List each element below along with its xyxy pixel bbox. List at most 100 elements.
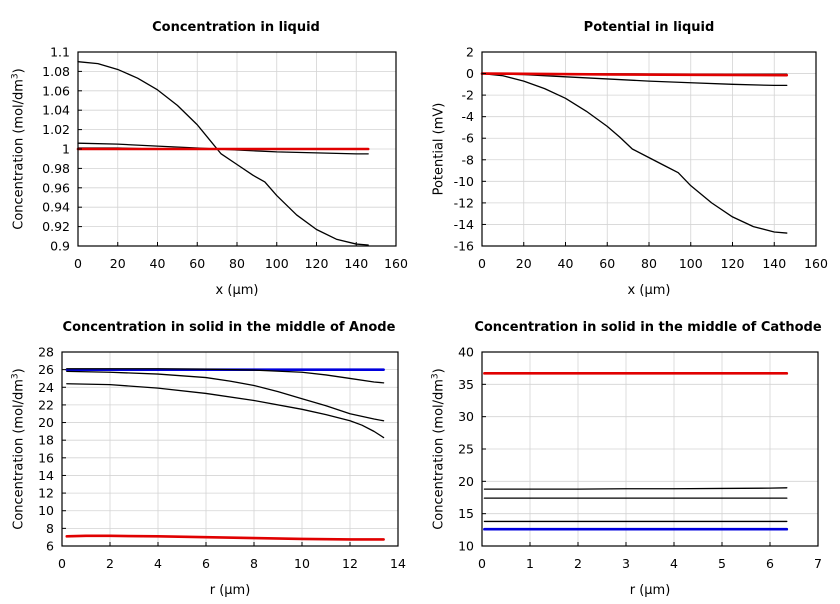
chart-2-ytick-label: -12 [454, 195, 474, 210]
chart-1-xtick-label: 140 [344, 256, 368, 271]
chart-4-ytick-label: 10 [458, 539, 474, 554]
chart-3-xtick-label: 10 [294, 556, 310, 571]
chart-2-ytick-label: -8 [462, 152, 475, 167]
chart-3-xtick-label: 6 [202, 556, 210, 571]
chart-2-series-curve-1 [481, 72, 788, 234]
chart-1-ytick-label: 1.02 [42, 122, 70, 137]
chart-4-ytick-label: 15 [458, 506, 474, 521]
chart-2-ytick-label: -4 [462, 109, 475, 124]
chart-3-series-curve-red [65, 534, 385, 541]
chart-2-series-curve-2 [481, 72, 788, 87]
chart-4-xtick-label: 2 [574, 556, 582, 571]
chart-1-ytick-label: 1 [62, 142, 70, 157]
chart-4-xtick-label: 3 [622, 556, 630, 571]
chart-2-ytick-label: -16 [454, 239, 474, 254]
chart-3: 0 2 4 6 8 10 12 146810121416182022242628Concent… [11, 320, 406, 598]
chart-3-xtick-label: 2 [106, 556, 114, 571]
chart-1-xtick-label: 20 [110, 256, 126, 271]
chart-3-ytick-label: 6 [46, 539, 54, 554]
chart-3-title: Concentration in solid in the middle of … [63, 320, 396, 335]
chart-3-xtick-label: 12 [342, 556, 358, 571]
chart-1-ytick-label: 1.06 [42, 83, 70, 98]
chart-3-series-curve-2 [66, 370, 385, 422]
chart-1-ytick-label: 0.96 [42, 180, 70, 195]
chart-1-xtick-label: 40 [150, 256, 166, 271]
chart-3-ytick-label: 28 [38, 345, 54, 360]
chart-3-xtick-label: 14 [390, 556, 406, 571]
chart-2-xtick-label: 160 [804, 256, 828, 271]
chart-1-xtick-label: 120 [305, 256, 329, 271]
chart-1-ytick-label: 0.98 [42, 161, 70, 176]
chart-2-title: Potential in liquid [584, 20, 715, 35]
chart-1-xtick-label: 100 [265, 256, 289, 271]
chart-1: 0 20 40 60 80 100 120 140 160 0.9 0.92 0.94 0.96 0.98… [11, 20, 408, 298]
chart-3-xtick-label: 8 [250, 556, 258, 571]
chart-3-ytick-label: 22 [38, 397, 54, 412]
chart-3-series-curve-1 [66, 368, 385, 384]
chart-4-series-curve-1 [483, 487, 788, 490]
chart-3-xlabel: r (μm) [210, 583, 251, 598]
chart-2-xtick-label: 20 [516, 256, 532, 271]
chart-4-xtick-label: 6 [766, 556, 774, 571]
chart-1-title: Concentration in liquid [152, 20, 320, 35]
chart-4-xtick-label: 4 [670, 556, 678, 571]
chart-2-ytick-label: -6 [462, 131, 475, 146]
chart-3-plot-frame [61, 351, 399, 547]
chart-1-xtick-label: 80 [229, 256, 245, 271]
chart-4-xtick-label: 0 [478, 556, 486, 571]
chart-2-xtick-label: 100 [679, 256, 703, 271]
chart-2-xtick-label: 140 [762, 256, 786, 271]
chart-1-xtick-label: 160 [384, 256, 408, 271]
chart-2-ytick-label: -14 [454, 217, 474, 232]
chart-2-ylabel: Potential (mV) [432, 103, 447, 196]
chart-4-xtick-label: 7 [814, 556, 822, 571]
chart-1-xtick-label: 0 [74, 256, 82, 271]
chart-3-ytick-label: 24 [38, 380, 54, 395]
chart-2-xtick-label: 0 [478, 256, 486, 271]
chart-4-ytick-label: 20 [458, 474, 474, 489]
chart-2-ytick-label: 2 [466, 45, 474, 60]
chart-1-ytick-label: 1.1 [50, 45, 70, 60]
chart-3-ytick-label: 12 [38, 486, 54, 501]
chart-2-series-curve-4-red [480, 72, 789, 77]
chart-4-title: Concentration in solid in the middle of … [474, 320, 822, 335]
chart-2-xtick-label: 80 [641, 256, 657, 271]
chart-1-xlabel: x (μm) [216, 283, 259, 298]
chart-1-xtick-label: 60 [189, 256, 205, 271]
chart-4-xtick-label: 1 [526, 556, 534, 571]
chart-4-ylabel: Concentration (mol/dm3) [431, 368, 447, 530]
chart-1-ytick-label: 0.92 [42, 219, 70, 234]
chart-2-xlabel: x (μm) [628, 283, 671, 298]
chart-3-series-curve-3 [66, 383, 385, 439]
chart-2-ytick-label: -2 [462, 88, 474, 103]
chart-1-ytick-label: 1.08 [42, 64, 70, 79]
chart-1-series-curve-1 [77, 61, 369, 246]
chart-2-xtick-label: 120 [721, 256, 745, 271]
chart-4-ytick-label: 35 [458, 377, 474, 392]
chart-1-ytick-label: 0.9 [50, 239, 70, 254]
chart-1-ylabel: Concentration (mol/dm3) [11, 68, 27, 230]
chart-4-ytick-label: 25 [458, 442, 474, 457]
chart-2-xtick-label: 40 [558, 256, 574, 271]
chart-3-ytick-label: 26 [38, 362, 54, 377]
chart-3-ytick-label: 14 [38, 468, 54, 483]
chart-2-xtick-label: 60 [599, 256, 615, 271]
chart-2: 0 20 40 60 80 100 120 140 160-16-14-12-10-8-6-4-… [432, 20, 828, 298]
chart-3-ytick-label: 8 [46, 521, 54, 536]
chart-1-ytick-label: 1.04 [42, 103, 70, 118]
chart-3-xtick-label: 0 [58, 556, 66, 571]
chart-2-ytick-label: -10 [454, 174, 474, 189]
chart-4-xlabel: r (μm) [630, 583, 671, 598]
chart-3-ytick-label: 10 [38, 503, 54, 518]
chart-3-ytick-label: 20 [38, 415, 54, 430]
chart-3-xtick-label: 4 [154, 556, 162, 571]
chart-4-xtick-label: 5 [718, 556, 726, 571]
chart-2-ytick-label: 0 [466, 66, 474, 81]
chart-4-ytick-label: 40 [458, 345, 474, 360]
chart-4-ytick-label: 30 [458, 409, 474, 424]
chart-3-ylabel: Concentration (mol/dm3) [11, 368, 27, 530]
chart-1-ytick-label: 0.94 [42, 200, 70, 215]
